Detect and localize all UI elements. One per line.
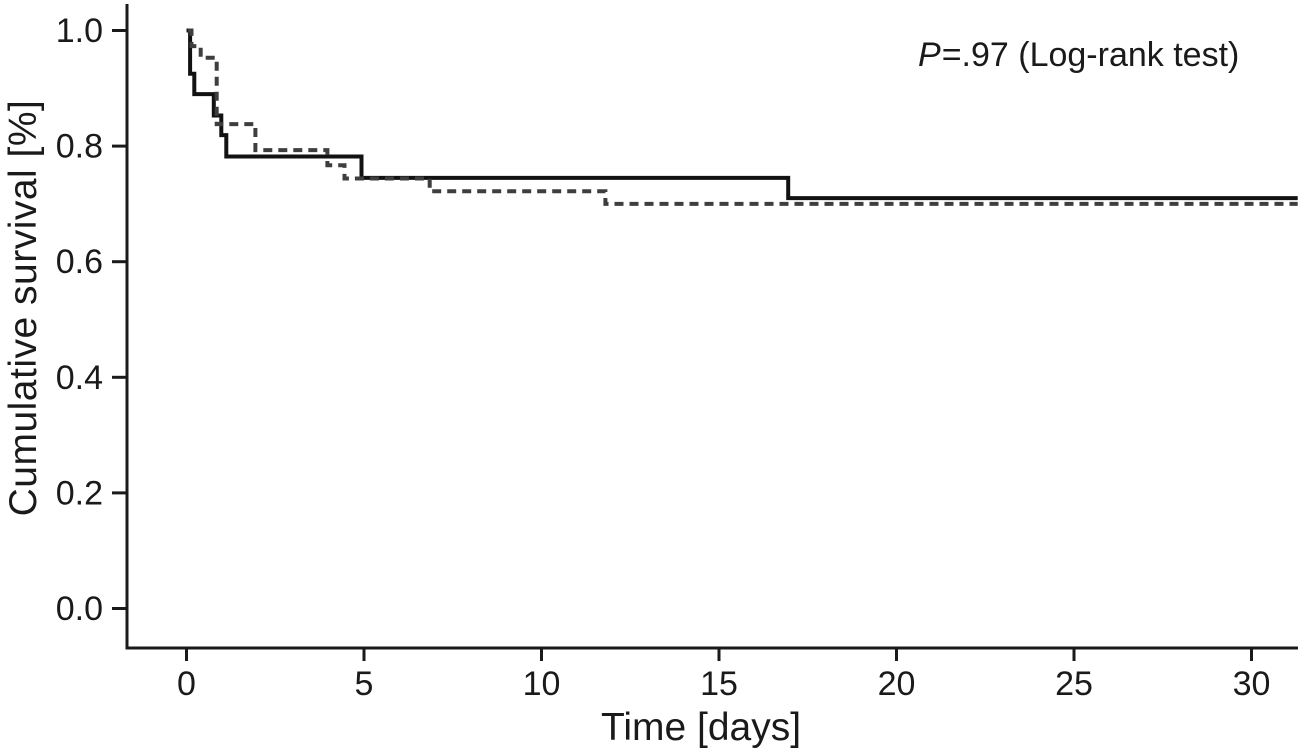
- y-tick-label: 1.0: [56, 12, 103, 50]
- x-axis-title: Time [days]: [600, 706, 802, 749]
- y-tick-label: 0.4: [56, 359, 103, 397]
- p-value-text: =.97 (Log-rank test): [941, 36, 1240, 74]
- x-tick-label: 20: [878, 665, 916, 703]
- x-tick-label: 5: [355, 665, 374, 703]
- y-tick-label: 0.0: [56, 590, 103, 628]
- p-value-symbol: P: [918, 36, 941, 74]
- x-tick-label: 15: [700, 665, 738, 703]
- y-tick-label: 0.2: [56, 474, 103, 512]
- x-tick-label: 30: [1233, 665, 1271, 703]
- x-tick-label: 10: [523, 665, 561, 703]
- y-tick-label: 0.6: [56, 243, 103, 281]
- axis-spines: [125, 4, 1298, 650]
- y-axis-title: Cumulative survival [%]: [2, 99, 45, 517]
- x-tick-label: 25: [1055, 665, 1093, 703]
- p-value-annotation: P=.97 (Log-rank test): [918, 36, 1239, 75]
- x-tick-label: 0: [177, 665, 196, 703]
- y-tick-label: 0.8: [56, 128, 103, 166]
